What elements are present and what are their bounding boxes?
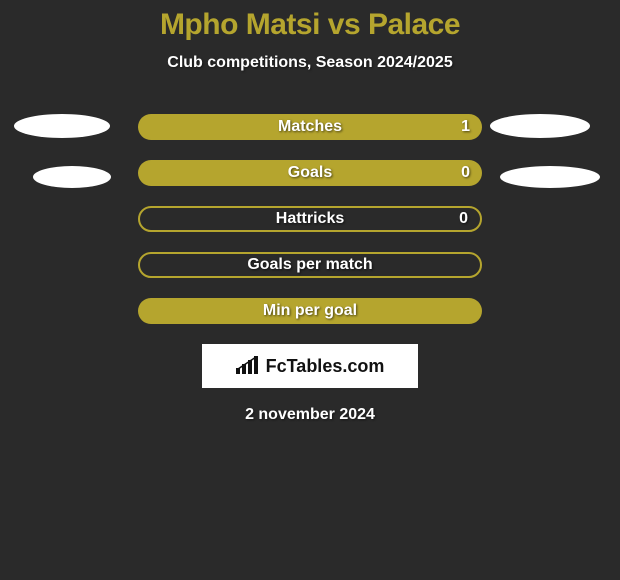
stat-row: Goals 0 <box>0 160 620 186</box>
stat-row: Goals per match <box>0 252 620 278</box>
stat-bar: Matches 1 <box>138 114 482 140</box>
stat-row: Hattricks 0 <box>0 206 620 232</box>
stat-value: 0 <box>459 210 468 228</box>
stat-bar: Min per goal <box>138 298 482 324</box>
watermark-text: FcTables.com <box>266 356 385 377</box>
side-oval <box>33 166 111 188</box>
watermark-badge: FcTables.com <box>202 344 418 388</box>
side-oval <box>14 114 110 138</box>
stat-value: 1 <box>461 118 470 136</box>
side-oval <box>500 166 600 188</box>
stat-label: Matches <box>278 118 342 136</box>
stat-bar: Goals 0 <box>138 160 482 186</box>
page-subtitle: Club competitions, Season 2024/2025 <box>0 54 620 72</box>
stat-label: Goals per match <box>247 256 372 274</box>
stat-row: Min per goal <box>0 298 620 324</box>
stat-label: Hattricks <box>276 210 344 228</box>
stat-rows: Matches 1 Goals 0 Hattricks 0 Goals per match M… <box>0 114 620 324</box>
date-label: 2 november 2024 <box>0 406 620 424</box>
bar-chart-icon <box>236 356 260 376</box>
page-title: Mpho Matsi vs Palace <box>0 0 620 42</box>
stat-label: Goals <box>288 164 332 182</box>
stat-value: 0 <box>461 164 470 182</box>
stat-bar: Goals per match <box>138 252 482 278</box>
stat-label: Min per goal <box>263 302 357 320</box>
side-oval <box>490 114 590 138</box>
stat-row: Matches 1 <box>0 114 620 140</box>
stat-bar: Hattricks 0 <box>138 206 482 232</box>
